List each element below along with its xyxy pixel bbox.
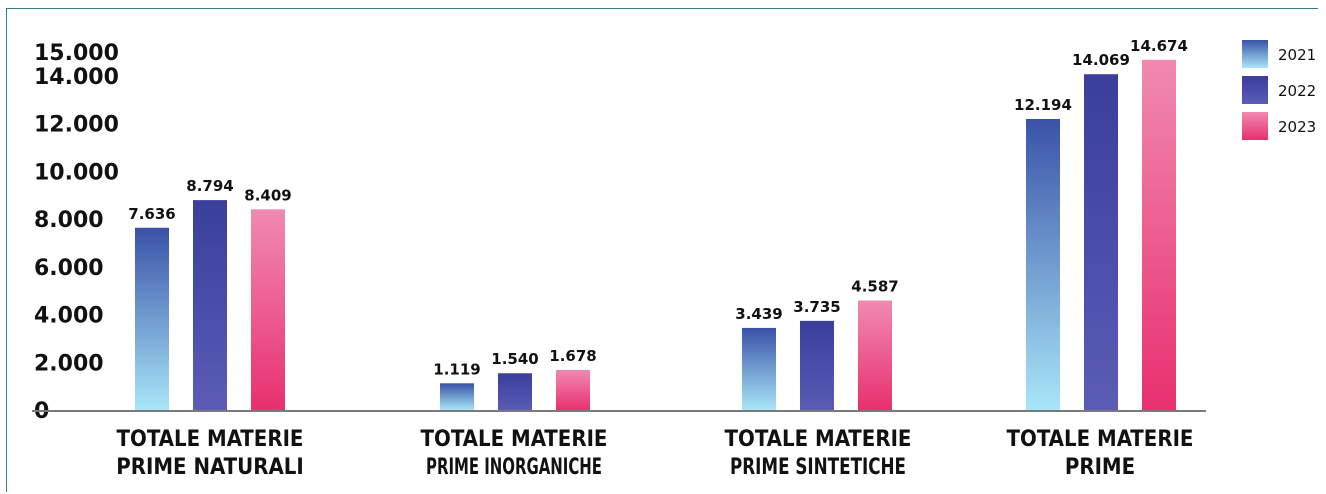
bar-2023-1	[556, 369, 590, 410]
y-tick-label: 14.000	[34, 65, 119, 90]
x-tick-label: PRIME NATURALI	[116, 455, 304, 480]
legend-swatch-2022	[1242, 76, 1268, 104]
y-tick-label: 8.000	[34, 208, 104, 233]
y-tick-label: 2.000	[34, 351, 104, 376]
data-label: 12.194	[1014, 96, 1072, 114]
data-label: 1.119	[433, 360, 480, 378]
bar-2021-3	[1026, 118, 1060, 411]
data-label: 8.409	[244, 186, 291, 204]
bar-2023-0	[251, 209, 285, 410]
bar-2022-3	[1084, 74, 1118, 411]
data-labels: 7.636 8.794 8.409 1.119 1.540 1.678 3.439 3.735…	[128, 37, 1188, 379]
x-tick-label: TOTALE MATERIE	[1007, 427, 1194, 452]
chart-frame	[6, 8, 1318, 492]
data-label: 3.439	[735, 305, 782, 323]
bar-2022-1	[498, 373, 532, 410]
legend-swatch-2023	[1242, 112, 1268, 140]
data-label: 14.069	[1072, 51, 1130, 69]
data-label: 1.540	[491, 350, 538, 368]
bar-2021-1	[440, 383, 474, 410]
legend-label: 2023	[1278, 118, 1316, 136]
x-tick-label: TOTALE MATERIE	[725, 427, 912, 452]
x-tick-label: PRIME	[1065, 455, 1135, 480]
legend-label: 2021	[1278, 46, 1316, 64]
bar-2022-0	[193, 200, 227, 410]
data-label: 7.636	[128, 205, 175, 223]
data-label: 4.587	[851, 278, 898, 296]
y-tick-label: 12.000	[34, 113, 119, 138]
bar-2023-3	[1142, 59, 1176, 411]
x-tick-label: TOTALE MATERIE	[421, 427, 608, 452]
y-axis: 02.0004.0006.0008.00010.00012.00014.0001…	[34, 41, 119, 424]
y-tick-label: 15.000	[34, 41, 119, 66]
x-tick-label: TOTALE MATERIE	[117, 427, 304, 452]
y-tick-label: 6.000	[34, 256, 104, 281]
legend: 2021 2022 2023	[1242, 40, 1316, 140]
bars	[135, 59, 1176, 411]
bar-2023-2	[858, 300, 892, 410]
data-label: 14.674	[1130, 37, 1188, 55]
legend-label: 2022	[1278, 82, 1316, 100]
data-label: 8.794	[186, 177, 233, 195]
y-tick-label: 4.000	[34, 304, 104, 329]
x-tick-label: PRIME INORGANICHE	[426, 455, 602, 480]
bar-2022-2	[800, 320, 834, 410]
legend-swatch-2021	[1242, 40, 1268, 68]
x-axis-labels: TOTALE MATERIE PRIME NATURALI TOTALE MATER…	[116, 427, 1193, 480]
bar-2021-0	[135, 227, 169, 410]
data-label: 3.735	[793, 298, 840, 316]
data-label: 1.678	[549, 347, 596, 365]
y-tick-label: 10.000	[34, 160, 119, 185]
x-tick-label: PRIME SINTETICHE	[730, 455, 906, 480]
bar-2021-2	[742, 327, 776, 410]
